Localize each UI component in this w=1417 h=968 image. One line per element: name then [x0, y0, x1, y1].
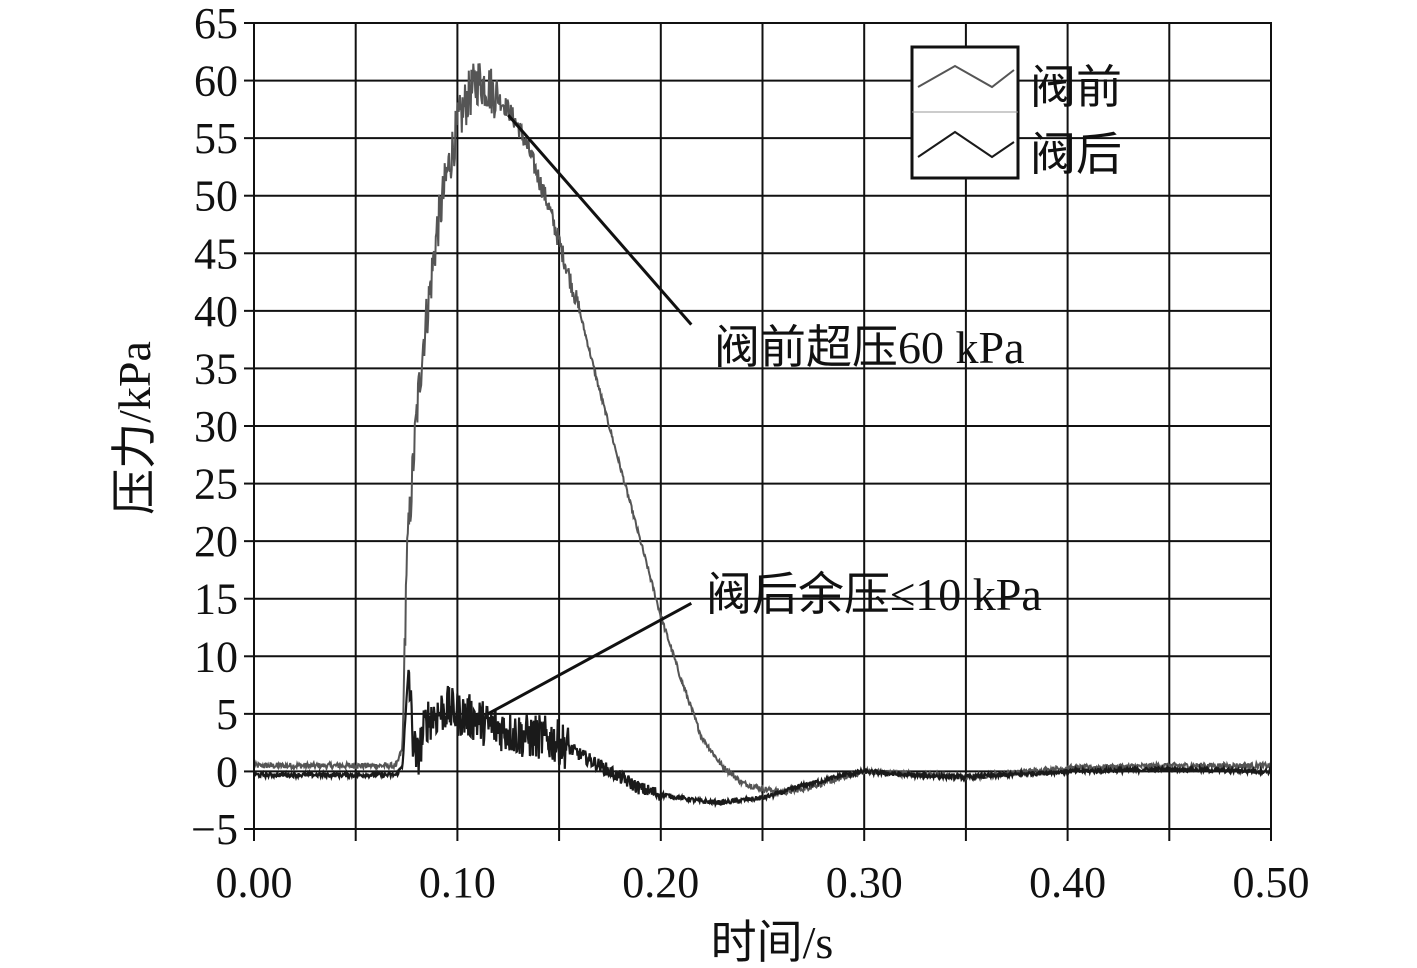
y-tick-label: −5 — [191, 805, 238, 854]
x-tick-label: 0.00 — [216, 858, 293, 907]
x-tick-label: 0.50 — [1233, 858, 1310, 907]
y-tick-label: 65 — [194, 0, 238, 48]
y-tick-label: 10 — [194, 632, 238, 681]
y-tick-label: 60 — [194, 57, 238, 106]
y-tick-label: 30 — [194, 402, 238, 451]
annotation-peak-pressure: 阀前超压60 kPa — [714, 322, 1025, 373]
y-tick-label: 45 — [194, 229, 238, 278]
y-tick-label: 40 — [194, 287, 238, 336]
y-tick-label: 25 — [194, 460, 238, 509]
series-line-after-valve — [253, 669, 1273, 809]
x-tick-label: 0.10 — [419, 858, 496, 907]
ticks — [244, 22, 1272, 841]
series-layer — [253, 63, 1273, 809]
y-tick-labels: −5 0 5 10 15 20 25 30 35 40 45 50 55 60 65 — [191, 0, 238, 854]
y-axis-label: 压力/kPa — [109, 341, 160, 515]
x-axis-label: 时间/s — [711, 917, 834, 968]
legend-swatch-before-valve — [917, 64, 1015, 89]
legend-label-before-valve: 阀前 — [1030, 62, 1122, 113]
y-tick-label: 0 — [216, 747, 238, 796]
annotations: 阀前超压60 kPa 阀后余压≤10 kPa — [487, 114, 1042, 716]
y-tick-label: 35 — [194, 344, 238, 393]
x-tick-label: 0.30 — [826, 858, 903, 907]
annotation-leader-line — [507, 114, 693, 326]
y-tick-label: 5 — [216, 690, 238, 739]
annotation-residual-pressure: 阀后余压≤10 kPa — [706, 569, 1042, 620]
legend-swatch-after-valve — [917, 130, 1015, 159]
legend-label-after-valve: 阀后 — [1030, 129, 1122, 180]
x-tick-label: 0.20 — [622, 858, 699, 907]
annotation-leader-line — [487, 602, 693, 716]
y-tick-label: 15 — [194, 575, 238, 624]
legend: 阀前 阀后 — [910, 45, 1122, 180]
x-tick-label: 0.40 — [1029, 858, 1106, 907]
y-tick-label: 50 — [194, 172, 238, 221]
y-tick-label: 20 — [194, 517, 238, 566]
y-tick-label: 55 — [194, 114, 238, 163]
x-tick-labels: 0.00 0.10 0.20 0.30 0.40 0.50 — [216, 858, 1310, 907]
